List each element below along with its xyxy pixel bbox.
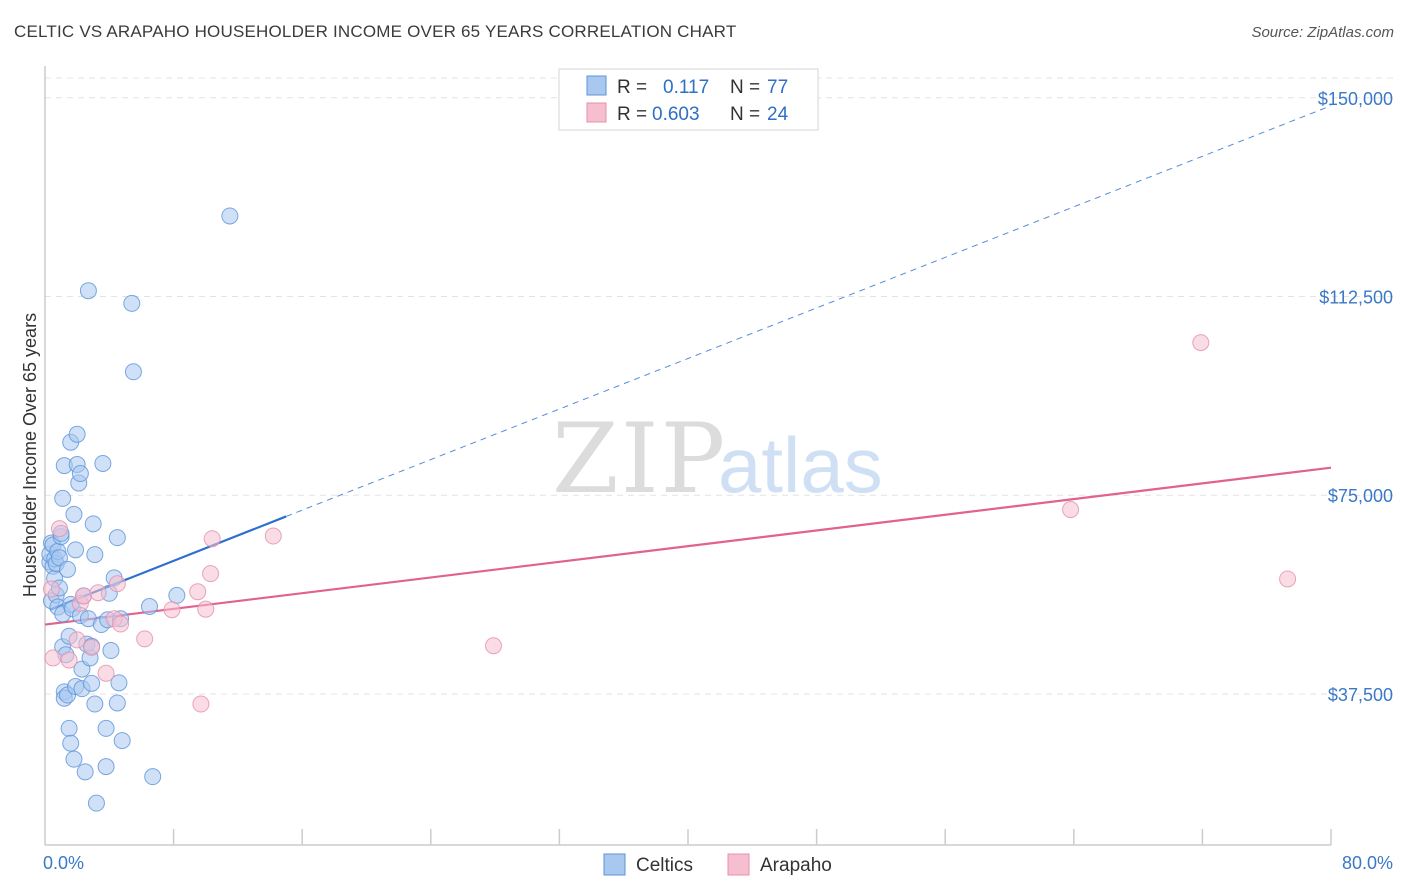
axes (44, 66, 1332, 846)
bottom-legend-celtics-label: Celtics (636, 855, 693, 876)
arapaho-point (89, 584, 107, 602)
arapaho-point (97, 664, 115, 682)
celtics-point (144, 768, 162, 786)
arapaho-point (42, 580, 60, 598)
celtics-point (60, 719, 78, 737)
celtics-point (71, 465, 89, 483)
celtics-point (50, 549, 68, 567)
arapaho-trend-line (44, 466, 1332, 626)
arapaho-point (50, 520, 68, 538)
trend-lines (44, 105, 1332, 626)
celtics-point (87, 794, 105, 812)
celtics-point (221, 207, 239, 225)
arapaho-point (484, 637, 502, 655)
celtics-point (62, 734, 80, 752)
arapaho-point (44, 649, 62, 667)
celtics-point (65, 505, 83, 523)
arapaho-point (1192, 334, 1210, 352)
arapaho-point (108, 575, 126, 593)
celtics-point (108, 529, 126, 547)
celtics-point (65, 750, 83, 768)
celtics-point (97, 719, 115, 737)
celtics-point (140, 598, 158, 616)
arapaho-point (163, 601, 181, 619)
chart-title: CELTIC VS ARAPAHO HOUSEHOLDER INCOME OVE… (14, 22, 737, 41)
celtics-point (94, 454, 112, 472)
legend-celtics-n-label: N = (730, 77, 760, 98)
arapaho-point (202, 565, 220, 583)
legend: R = 0.117 N = 77 R = 0.603 N = 24 (558, 68, 819, 131)
celtics-point (123, 294, 141, 312)
legend-celtics-r-value: 0.117 (663, 77, 709, 98)
celtics-point (113, 732, 131, 750)
legend-celtics-swatch (586, 75, 607, 96)
celtics-point (86, 695, 104, 713)
legend-arapaho-r-label: R = (617, 104, 647, 125)
arapaho-point (264, 527, 282, 545)
y-tick-label: $75,000 (1328, 486, 1393, 506)
celtics-point (54, 489, 72, 507)
x-tick-label-min: 0.0% (43, 853, 84, 873)
arapaho-point (192, 695, 210, 713)
arapaho-point (68, 631, 86, 649)
legend-arapaho-r-value: 0.603 (652, 104, 700, 125)
legend-arapaho-n-label: N = (730, 104, 760, 125)
arapaho-point (1062, 501, 1080, 519)
arapaho-point (112, 615, 130, 633)
celtics-point (84, 515, 102, 533)
legend-arapaho-n-value: 24 (767, 104, 789, 125)
legend-arapaho-swatch (586, 102, 607, 123)
celtics-point (102, 642, 120, 660)
bottom-legend-arapaho-label: Arapaho (760, 855, 832, 876)
bottom-legend-celtics-swatch (603, 853, 626, 876)
watermark-zip: ZIP (552, 403, 727, 515)
legend-celtics-r-label: R = (617, 77, 647, 98)
celtics-point (79, 282, 97, 300)
y-tick-label: $112,500 (1319, 288, 1393, 308)
celtics-point (168, 586, 186, 604)
bottom-legend: Celtics Arapaho (603, 853, 832, 876)
x-tick-labels: 0.0% 80.0% (43, 853, 1393, 873)
y-tick-labels: $37,500 $75,000 $112,500 $150,000 (1318, 89, 1393, 705)
celtics-point (59, 560, 77, 578)
arapaho-point (83, 638, 101, 656)
celtics-point (124, 363, 142, 381)
bottom-legend-arapaho-swatch (727, 853, 750, 876)
y-axis-label: Householder Income Over 65 years (20, 313, 40, 597)
y-tick-label: $37,500 (1328, 685, 1393, 705)
watermark-atlas: atlas (718, 421, 883, 509)
arapaho-point (1279, 570, 1297, 588)
celtics-point (97, 758, 115, 776)
arapaho-point (189, 583, 207, 601)
legend-celtics-n-value: 77 (767, 77, 788, 98)
arapaho-point (136, 630, 154, 648)
celtics-point (110, 674, 128, 692)
x-tick-label-max: 80.0% (1342, 853, 1393, 873)
arapaho-point (197, 600, 215, 618)
celtics-trend-extension (285, 105, 1332, 517)
y-tick-label: $150,000 (1318, 89, 1393, 109)
celtics-point (108, 694, 126, 712)
celtics-point (67, 541, 85, 559)
celtics-point (86, 546, 104, 564)
arapaho-point (75, 587, 93, 605)
source-credit: Source: ZipAtlas.com (1251, 24, 1394, 41)
celtics-point (83, 674, 101, 692)
arapaho-point (60, 651, 78, 669)
gridlines (45, 77, 1395, 695)
celtics-point (76, 763, 94, 781)
celtics-point (68, 425, 86, 443)
arapaho-point (203, 530, 221, 548)
data-points (41, 207, 1297, 812)
